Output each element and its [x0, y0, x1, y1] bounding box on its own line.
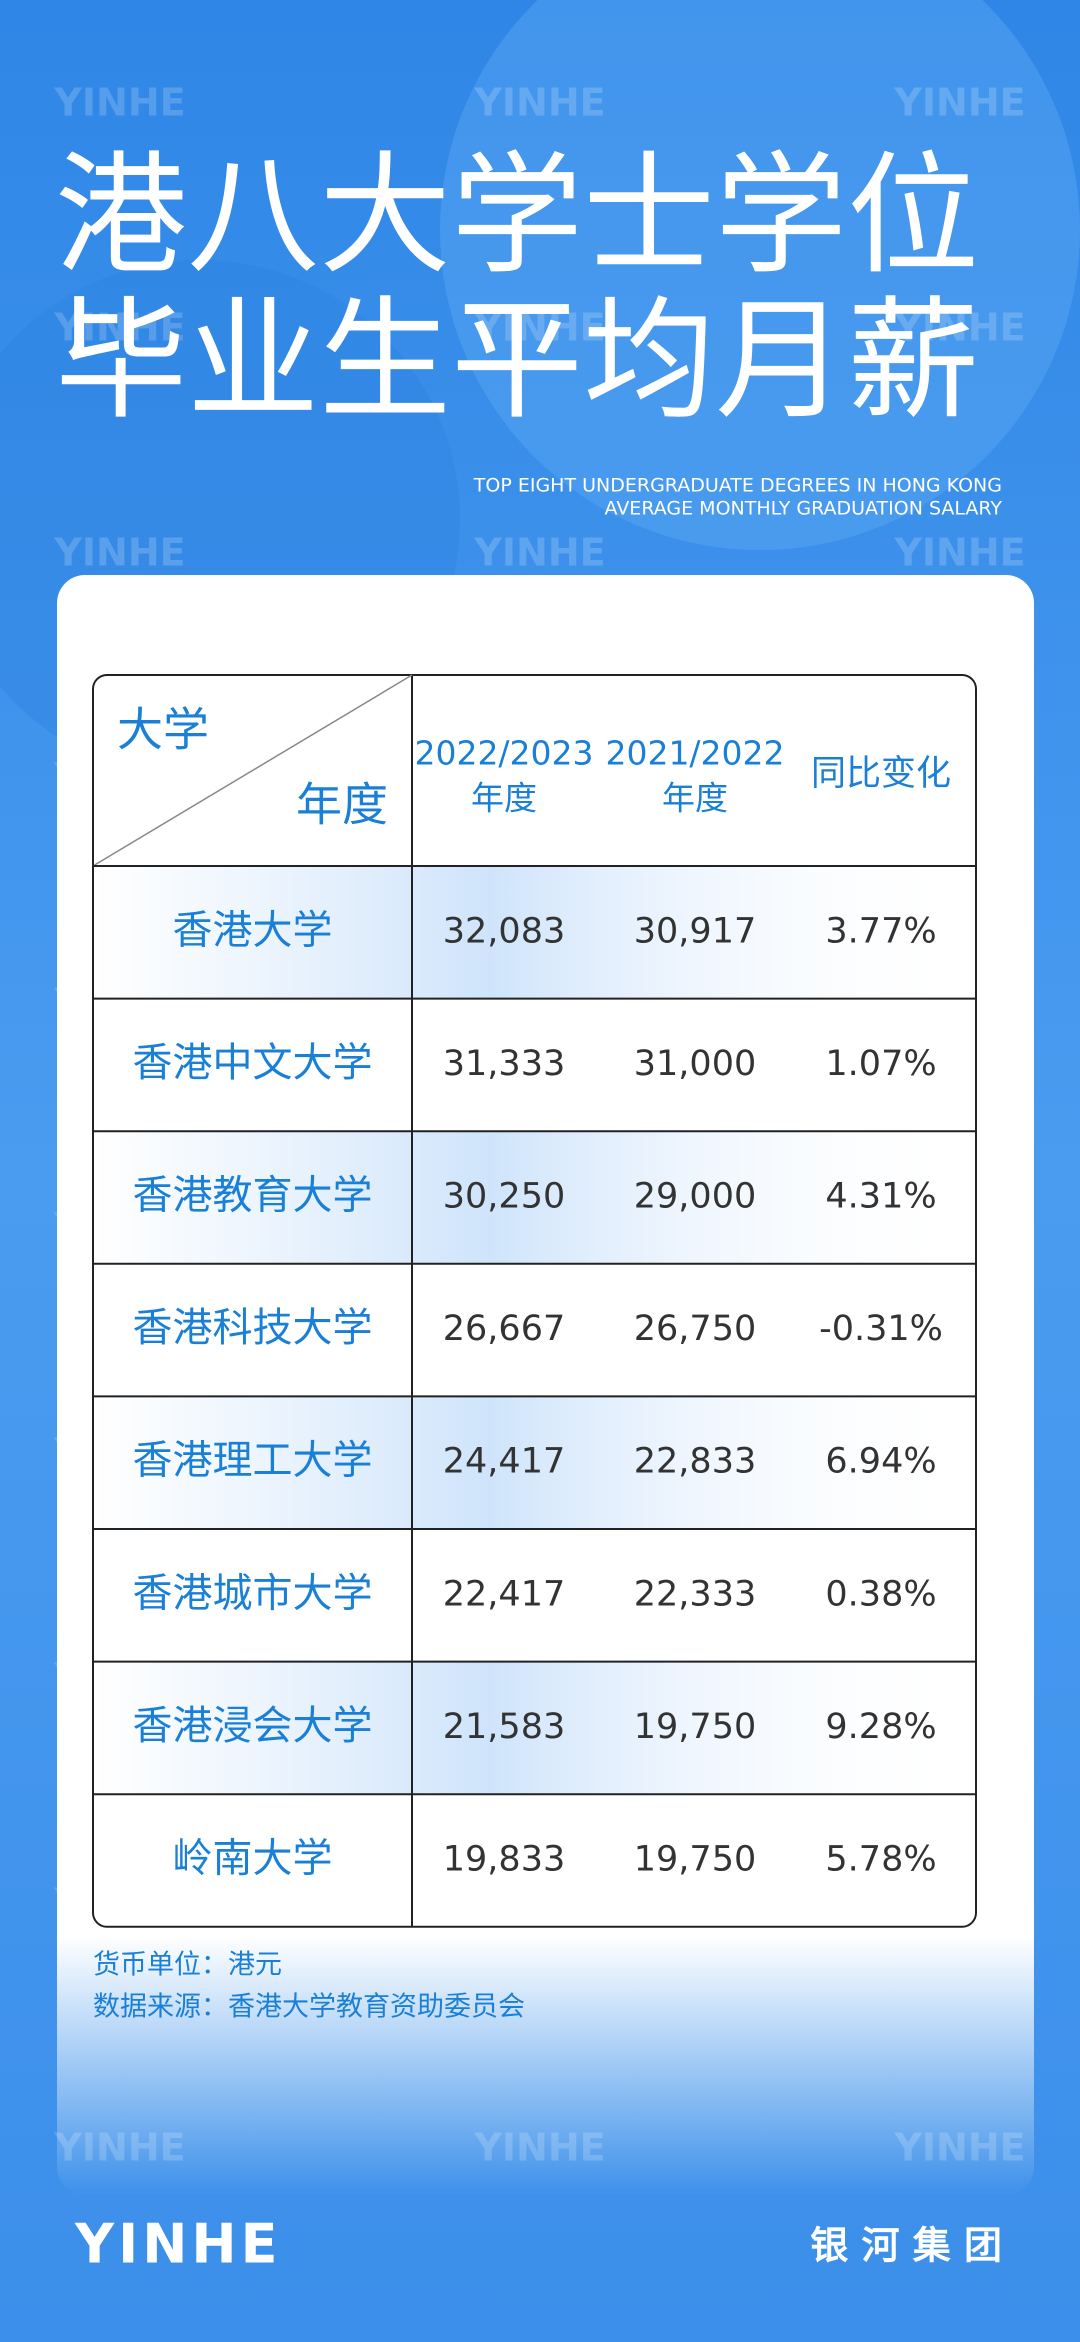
note: 货币单位：港元	[93, 1950, 282, 1981]
university-name: 香港浸会大学	[133, 1703, 373, 1749]
column-label: 同比变化	[811, 754, 951, 794]
logo: YINHE	[74, 2213, 281, 2276]
row-shade	[93, 1661, 976, 1795]
watermark: YINHE	[473, 81, 605, 125]
cell-value: 31,000	[634, 1044, 756, 1084]
cell-value: 22,333	[634, 1574, 756, 1614]
row-shade	[93, 1131, 976, 1264]
cell-value: -0.31%	[819, 1309, 943, 1349]
subtitle-line: AVERAGE MONTHLY GRADUATION SALARY	[605, 498, 1003, 520]
column-year: 2022/2023	[414, 734, 593, 773]
title-line: 港八大学士学位	[55, 139, 979, 293]
cell-value: 24,417	[443, 1442, 565, 1482]
row-shade	[93, 866, 976, 999]
cell-value: 19,833	[443, 1840, 565, 1880]
cell-value: 9.28%	[825, 1707, 936, 1747]
cell-value: 29,000	[634, 1177, 756, 1217]
cell-value: 4.31%	[825, 1177, 936, 1217]
column-unit: 年度	[471, 779, 537, 818]
title-line: 毕业生平均月薪	[55, 284, 979, 438]
corner-label: 大学	[117, 703, 209, 757]
university-name: 香港教育大学	[133, 1173, 373, 1219]
university-name: 香港科技大学	[133, 1305, 373, 1351]
university-name: 香港大学	[173, 907, 333, 953]
corner-diagonal	[92, 674, 413, 867]
watermark: YINHE	[53, 531, 185, 575]
cell-value: 26,750	[634, 1309, 756, 1349]
cell-value: 26,667	[443, 1309, 565, 1349]
university-name: 香港城市大学	[133, 1570, 373, 1616]
watermark: YINHE	[53, 81, 185, 125]
university-name: 香港中文大学	[133, 1040, 373, 1086]
university-name: 香港理工大学	[133, 1438, 373, 1484]
subtitle-line: TOP EIGHT UNDERGRADUATE DEGREES IN HONG …	[473, 475, 1002, 497]
cell-value: 22,417	[443, 1574, 565, 1614]
watermark: YINHE	[473, 531, 605, 575]
cell-value: 31,333	[443, 1044, 565, 1084]
cell-value: 5.78%	[825, 1840, 936, 1880]
university-name: 岭南大学	[173, 1836, 333, 1882]
cell-value: 19,750	[634, 1840, 756, 1880]
watermark: YINHE	[893, 81, 1025, 125]
cell-value: 30,250	[443, 1177, 565, 1217]
note: 数据来源：香港大学教育资助委员会	[93, 1992, 525, 2023]
cell-value: 32,083	[443, 911, 565, 951]
watermark: YINHE	[893, 531, 1025, 575]
decor-circle	[440, 0, 1080, 550]
watermark: YINHE	[473, 306, 605, 350]
row-shade	[93, 1396, 976, 1529]
cell-value: 1.07%	[825, 1044, 936, 1084]
cell-value: 30,917	[634, 911, 756, 951]
cell-value: 0.38%	[825, 1574, 936, 1614]
cell-value: 21,583	[443, 1707, 565, 1747]
watermark: YINHE	[893, 306, 1025, 350]
watermark: YINHE	[53, 306, 185, 350]
corner-label: 年度	[296, 778, 388, 832]
table-border	[92, 674, 977, 1928]
cell-value: 19,750	[634, 1707, 756, 1747]
cell-value: 6.94%	[825, 1442, 936, 1482]
cell-value: 22,833	[634, 1442, 756, 1482]
brand: 银 河 集 团	[810, 2224, 1002, 2268]
column-year: 2021/2022	[605, 734, 784, 773]
cell-value: 3.77%	[825, 911, 936, 951]
column-unit: 年度	[662, 779, 728, 818]
